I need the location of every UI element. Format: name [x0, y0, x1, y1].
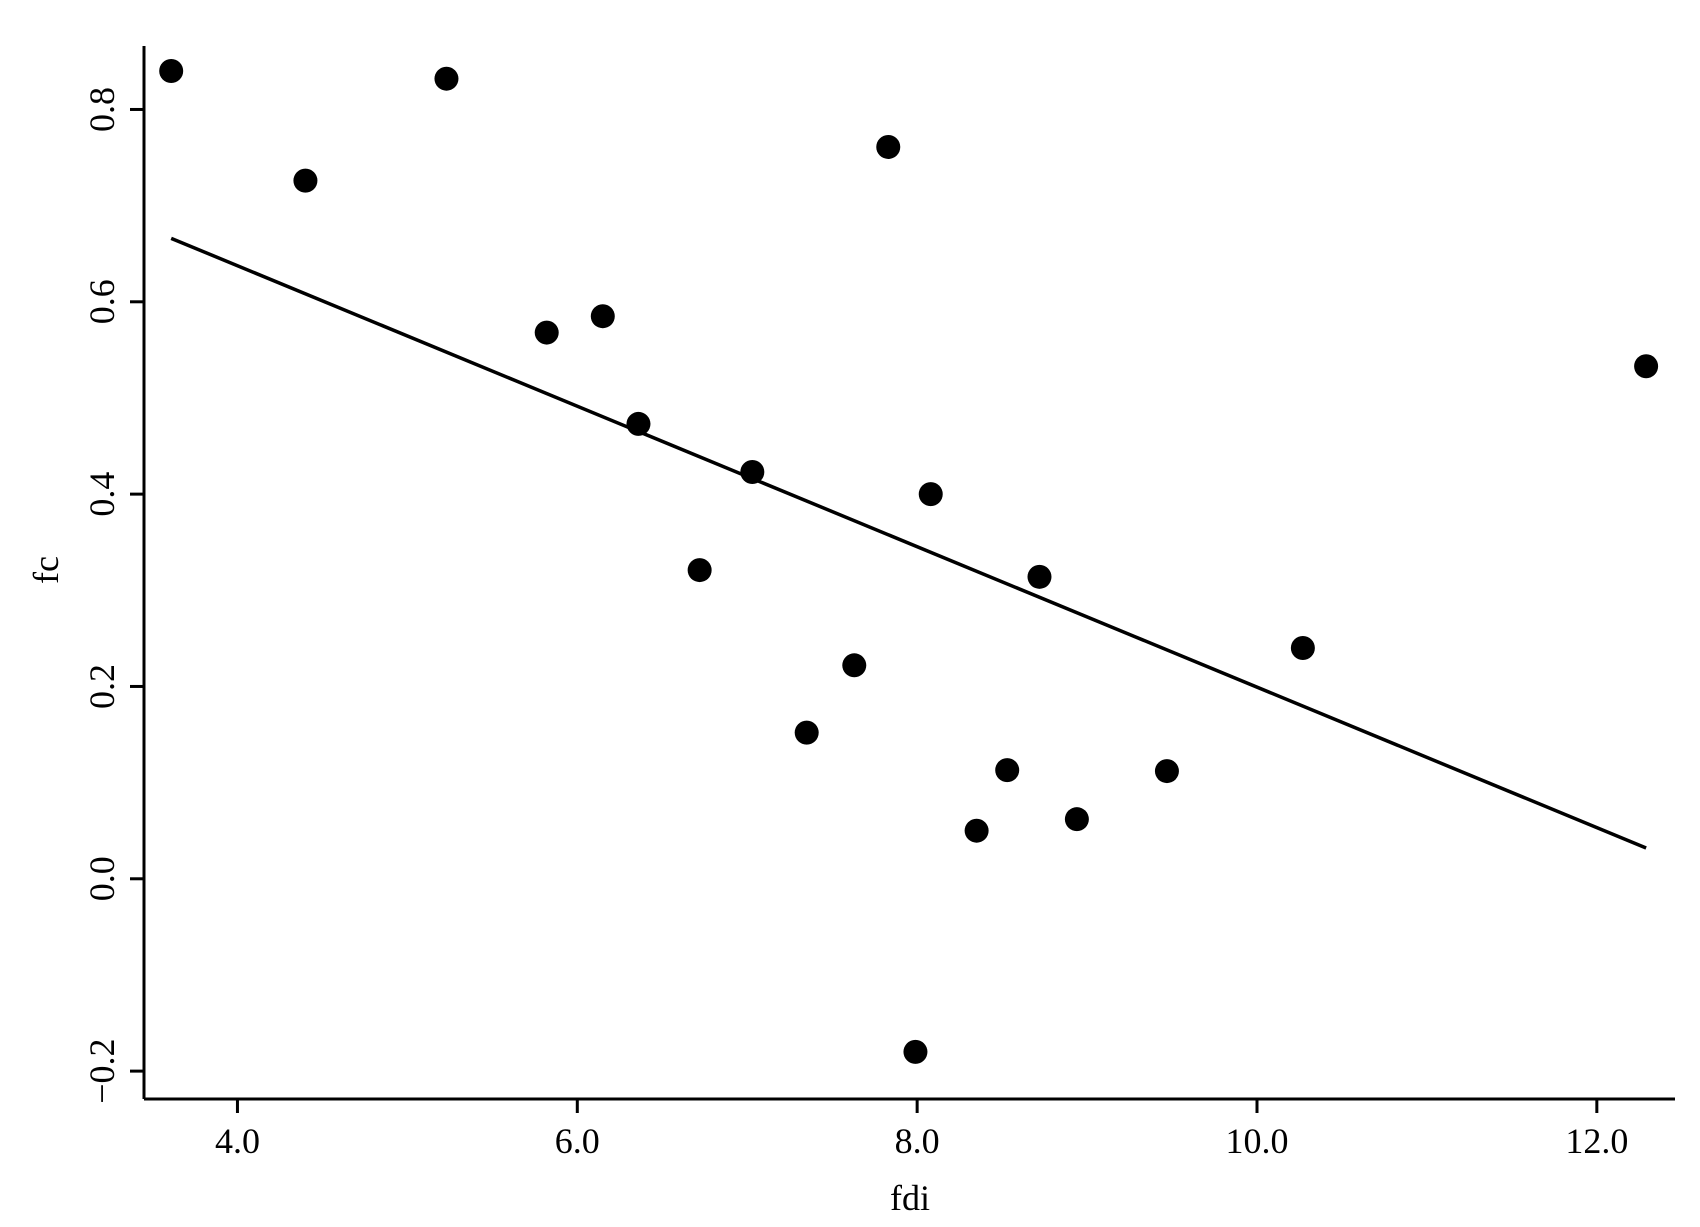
point: [1154, 759, 1179, 784]
y-tick-label: −0.2: [82, 1038, 122, 1103]
y-tick-label: 0.0: [82, 856, 122, 901]
point: [740, 460, 765, 485]
x-tick-label: 10.0: [1225, 1121, 1288, 1161]
x-tick-label: 8.0: [895, 1121, 940, 1161]
x-tick-label: 6.0: [555, 1121, 600, 1161]
point: [876, 134, 901, 159]
point: [995, 758, 1020, 783]
x-tick-label: 4.0: [215, 1121, 260, 1161]
point: [794, 720, 819, 745]
point: [590, 304, 615, 329]
y-tick-label: 0.6: [82, 279, 122, 324]
y-tick-label: 0.2: [82, 664, 122, 709]
x-tick-label: 12.0: [1565, 1121, 1628, 1161]
fit-line: [170, 236, 1647, 850]
point: [964, 818, 989, 843]
point: [918, 482, 943, 507]
x-axis-label: fdi: [890, 1178, 930, 1218]
point: [842, 653, 867, 678]
y-tick-label: 0.8: [82, 87, 122, 132]
point: [626, 411, 651, 436]
point: [534, 320, 559, 345]
point: [687, 558, 712, 583]
point: [1290, 635, 1315, 660]
y-tick-label: 0.4: [82, 472, 122, 517]
point: [159, 59, 184, 84]
point: [903, 1039, 928, 1064]
point: [1634, 354, 1659, 379]
point: [293, 168, 318, 193]
y-axis-label: fc: [26, 556, 66, 584]
point: [1064, 807, 1089, 832]
point: [434, 66, 459, 91]
point: [1027, 564, 1052, 589]
